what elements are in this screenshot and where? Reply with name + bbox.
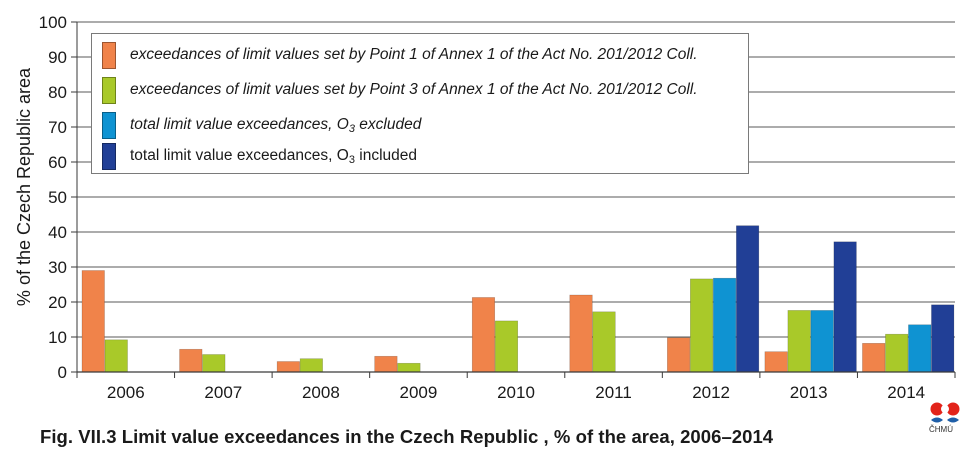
bar-2007-series-2	[202, 354, 226, 373]
legend: exceedances of limit values set by Point…	[91, 33, 749, 174]
legend-swatch-point3	[102, 76, 116, 104]
y-tick-label-50: 50	[48, 188, 67, 207]
x-tick-label-2011: 2011	[595, 383, 632, 400]
x-tick-label-2009: 2009	[400, 383, 438, 400]
bar-2012-series-2	[690, 278, 714, 373]
legend-swatch-point1	[102, 41, 116, 69]
x-tick-label-2014: 2014	[887, 383, 925, 400]
bar-2006-series-2	[104, 339, 128, 373]
legend-label-o3-included: total limit value exceedances, O3 includ…	[130, 146, 418, 166]
bar-2014-series-4	[931, 304, 955, 373]
y-tick-labels: 0 10 20 30 40 50 60 70 80 90 100	[39, 13, 67, 382]
bar-2014-series-3	[908, 324, 932, 373]
legend-item-point1: exceedances of limit values set by Point…	[102, 40, 698, 70]
legend-label-o3-excluded: total limit value exceedances, O3 exclud…	[130, 115, 422, 135]
figure-caption: Fig. VII.3 Limit value exceedances in th…	[40, 426, 774, 447]
chmu-logo-text: ČHMÚ	[929, 425, 953, 434]
bar-2014-series-1	[862, 342, 886, 373]
bar-2010-series-2	[494, 320, 519, 373]
bars	[81, 225, 955, 373]
bar-2006-series-1	[81, 270, 105, 373]
bar-2010-series-1	[471, 297, 496, 373]
bar-2011-series-2	[592, 311, 616, 373]
bar-2013-series-3	[810, 310, 834, 373]
bar-2012-series-4	[736, 225, 760, 373]
x-tick-label-2006: 2006	[107, 383, 145, 400]
bar-2008-series-1	[276, 361, 300, 373]
y-tick-label-90: 90	[48, 48, 67, 67]
bar-2012-series-3	[713, 277, 737, 373]
y-tick-label-70: 70	[48, 118, 67, 137]
x-tick-label-2013: 2013	[790, 383, 828, 400]
x-tick-label-2007: 2007	[204, 383, 242, 400]
chmu-logo	[930, 402, 960, 423]
legend-item-point3: exceedances of limit values set by Point…	[102, 75, 698, 105]
x-tick-label-2010: 2010	[497, 383, 535, 400]
axes	[76, 22, 956, 378]
x-tick-labels: 2006 2007 2008 2009 2010 2011 2012 2013 2014	[107, 383, 925, 400]
bar-2013-series-2	[787, 310, 811, 373]
bar-2009-series-1	[374, 355, 398, 373]
x-tick-label-2008: 2008	[302, 383, 340, 400]
y-tick-label-10: 10	[48, 328, 67, 347]
x-tick-label-2012: 2012	[692, 383, 730, 400]
y-tick-label-30: 30	[48, 258, 67, 277]
y-axis-label: % of the Czech Republic area	[14, 67, 34, 306]
bar-2014-series-2	[885, 333, 909, 373]
y-tick-label-100: 100	[39, 13, 67, 32]
bar-2012-series-1	[667, 337, 691, 373]
y-tick-label-60: 60	[48, 153, 67, 172]
legend-label-point1: exceedances of limit values set by Point…	[130, 46, 698, 63]
bar-2013-series-1	[764, 351, 788, 373]
legend-swatch-o3-included	[102, 142, 116, 170]
y-tick-label-40: 40	[48, 223, 67, 242]
y-tick-label-80: 80	[48, 83, 67, 102]
legend-item-o3-excluded: total limit value exceedances, O3 exclud…	[102, 110, 421, 140]
legend-swatch-o3-excluded	[102, 111, 116, 139]
y-tick-label-20: 20	[48, 293, 67, 312]
bar-2009-series-2	[397, 362, 421, 373]
bar-2013-series-4	[833, 241, 857, 373]
legend-item-o3-included: total limit value exceedances, O3 includ…	[102, 141, 417, 171]
bar-2008-series-2	[299, 358, 323, 373]
y-tick-label-0: 0	[58, 363, 67, 382]
legend-label-point3: exceedances of limit values set by Point…	[130, 81, 698, 98]
bar-2007-series-1	[179, 348, 203, 373]
bar-2011-series-1	[569, 294, 593, 373]
